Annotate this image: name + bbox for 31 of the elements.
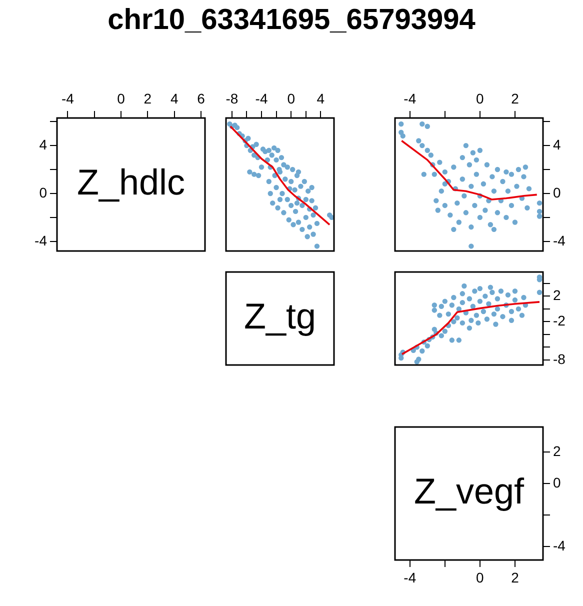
x-tick-label: 2 [511,90,520,106]
x-tick-label: 0 [117,90,126,106]
x-tick-label: 6 [197,90,206,106]
x-tick-label: 2 [511,569,520,586]
y-tick-label: -2 [553,312,566,329]
x-tick-label: 0 [476,90,484,106]
x-tick-label: 4 [170,90,178,106]
y-tick-label: 2 [553,443,561,460]
x-tick-label: -4 [404,569,416,586]
y-tick-label: 4 [39,136,48,152]
text: Z_tg [244,295,316,336]
annotation: Z_vegf [414,470,526,512]
y-tick-label: -8 [553,350,566,367]
y-tick-label: 2 [553,287,561,304]
x-tick-label: 0 [476,569,484,586]
x-tick-label: -4 [404,90,416,106]
y-tick-label: -4 [34,232,48,248]
text: chr10_63341695_65793994 [106,4,476,37]
x-tick-label: 2 [144,90,152,106]
x-tick-label: 0 [287,90,296,106]
y-tick-label: 4 [553,136,561,152]
y-tick-label: -4 [553,537,566,554]
x-tick-label: 4 [316,90,325,106]
x-tick-label: -8 [226,90,238,106]
x-tick-label: -4 [61,90,74,106]
y-tick-label: -4 [553,232,566,248]
x-tick-label: -4 [255,90,268,106]
y-tick-label: 0 [553,184,561,200]
y-tick-label: 0 [553,474,561,491]
y-tick-label: 0 [39,184,48,200]
annotation: Z_hdlc [76,161,186,202]
